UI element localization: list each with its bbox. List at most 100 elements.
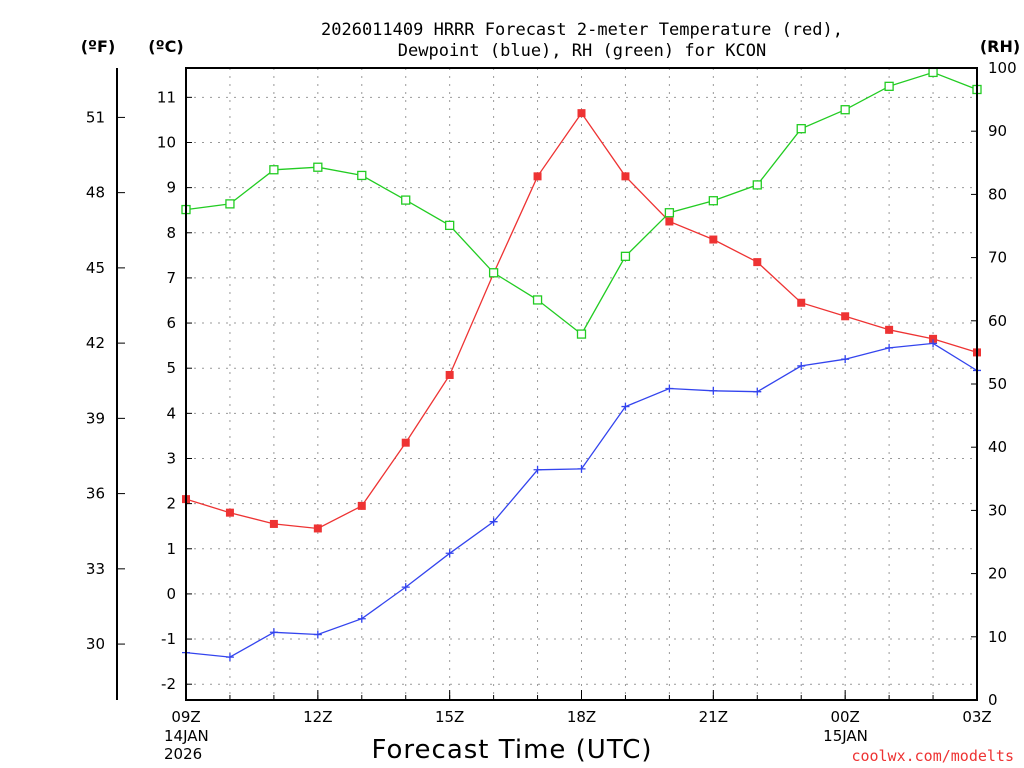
- rh-point: [664, 208, 675, 218]
- temperature-point: [841, 312, 850, 321]
- dewpoint-point: [313, 630, 322, 639]
- fahrenheit-unit-label: (ºF): [81, 37, 116, 56]
- temperature-point: [929, 334, 938, 343]
- plot-frame: [185, 67, 978, 701]
- fahrenheit-tick-label: 33: [86, 560, 105, 578]
- x-axis-title: Forecast Time (UTC): [371, 735, 652, 765]
- temperature-point: [753, 258, 762, 267]
- celsius-tick-label: 10: [157, 133, 176, 151]
- rh-point: [884, 81, 894, 91]
- rh-point: [357, 170, 367, 181]
- dewpoint-point: [929, 339, 938, 348]
- x-tick-label: 18Z: [567, 708, 596, 726]
- rh-tick-label: 60: [988, 312, 1007, 330]
- x-year-label: 2026: [164, 745, 202, 763]
- celsius-tick-label: 0: [166, 585, 176, 603]
- chart-subtitle: Dewpoint (blue), RH (green) for KCON: [398, 41, 766, 61]
- x-tick-label: 09Z: [171, 708, 200, 726]
- celsius-tick-label: 2: [166, 495, 176, 513]
- dewpoint-point: [709, 386, 718, 395]
- rh-tick-label: 100: [988, 59, 1017, 77]
- rh-point: [928, 67, 938, 78]
- temperature-point: [533, 172, 542, 181]
- rh-point: [269, 165, 279, 175]
- rh-point: [445, 220, 455, 231]
- dewpoint-point: [665, 384, 674, 393]
- rh-point: [708, 196, 718, 206]
- rh-tick-label: 50: [988, 375, 1007, 393]
- rh-tick-label: 30: [988, 501, 1007, 519]
- celsius-tick-label: 9: [166, 179, 176, 197]
- x-tick-label: 00Z: [830, 708, 859, 726]
- dewpoint-point: [885, 343, 894, 352]
- rh-point: [401, 195, 411, 205]
- rh-tick-label: 40: [988, 438, 1007, 456]
- temperature-point: [269, 519, 278, 528]
- rh-point: [532, 295, 543, 305]
- rh-tick-label: 20: [988, 565, 1007, 583]
- temperature-point: [313, 524, 322, 533]
- dewpoint-point: [753, 387, 762, 396]
- fahrenheit-tick-label: 45: [86, 259, 105, 277]
- fahrenheit-tick-label: 36: [86, 485, 105, 503]
- dewpoint-point: [577, 464, 586, 473]
- rh-point: [796, 124, 806, 134]
- rh-point: [840, 105, 850, 115]
- temperature-point: [885, 325, 894, 334]
- temperature-point: [665, 217, 674, 226]
- fahrenheit-tick-label: 30: [86, 635, 105, 653]
- temperature-point: [621, 172, 630, 181]
- rh-axis: 0 10 20 30 40 50 60 70 80 90 100: [971, 59, 1017, 709]
- x-tick-label: 21Z: [699, 708, 728, 726]
- rh-tick-label: 90: [988, 122, 1007, 140]
- celsius-tick-label: 11: [157, 88, 176, 106]
- dewpoint-point: [533, 465, 542, 474]
- celsius-tick-label: 8: [166, 224, 176, 242]
- credit-text: coolwx.com/modelts: [851, 747, 1014, 765]
- celsius-tick-label: 5: [166, 359, 176, 377]
- rh-point: [576, 329, 587, 339]
- temperature-point: [577, 109, 586, 118]
- rh-tick-label: 0: [988, 691, 998, 709]
- temperature-point: [797, 298, 806, 307]
- rh-tick-label: 70: [988, 249, 1007, 267]
- x-tick-label: 03Z: [962, 708, 991, 726]
- temperature-point: [357, 501, 366, 510]
- dewpoint-point: [445, 549, 454, 558]
- rh-point: [313, 162, 323, 172]
- x-tick-label: 15Z: [435, 708, 464, 726]
- dewpoint-point: [269, 628, 278, 637]
- celsius-axis: -2 -1 0 1 2 3 4 5 6 7 8 9 10 11: [157, 88, 192, 693]
- celsius-tick-label: 1: [166, 540, 176, 558]
- dewpoint-point: [489, 517, 498, 526]
- dewpoint-point: [225, 653, 234, 662]
- rh-point: [620, 251, 631, 261]
- temperature-point: [445, 370, 454, 379]
- celsius-tick-label: 4: [166, 404, 176, 422]
- rh-tick-label: 80: [988, 185, 1007, 203]
- celsius-unit-label: (ºC): [148, 37, 183, 56]
- dewpoint-point: [797, 361, 806, 370]
- temperature-point: [709, 235, 718, 244]
- dewpoint-point: [357, 614, 366, 623]
- celsius-tick-label: -2: [161, 675, 176, 693]
- celsius-tick-label: -1: [161, 630, 176, 648]
- grid-lines: [185, 68, 978, 700]
- x-tick-label: 12Z: [303, 708, 332, 726]
- rh-tick-label: 10: [988, 628, 1007, 646]
- temperature-point: [401, 438, 410, 447]
- rh-point: [752, 180, 762, 190]
- rh-unit-label: (RH): [980, 37, 1020, 56]
- rh-point: [225, 199, 235, 209]
- chart-title: 2026011409 HRRR Forecast 2-meter Tempera…: [321, 20, 843, 40]
- fahrenheit-axis: 30 33 36 39 42 45 48 51: [86, 68, 125, 700]
- x-date-label: 14JAN: [164, 727, 209, 745]
- celsius-tick-label: 6: [166, 314, 176, 332]
- dewpoint-point: [401, 583, 410, 592]
- fahrenheit-tick-label: 48: [86, 184, 105, 202]
- fahrenheit-tick-label: 51: [86, 108, 105, 126]
- fahrenheit-tick-label: 39: [86, 409, 105, 427]
- celsius-tick-label: 7: [166, 269, 176, 287]
